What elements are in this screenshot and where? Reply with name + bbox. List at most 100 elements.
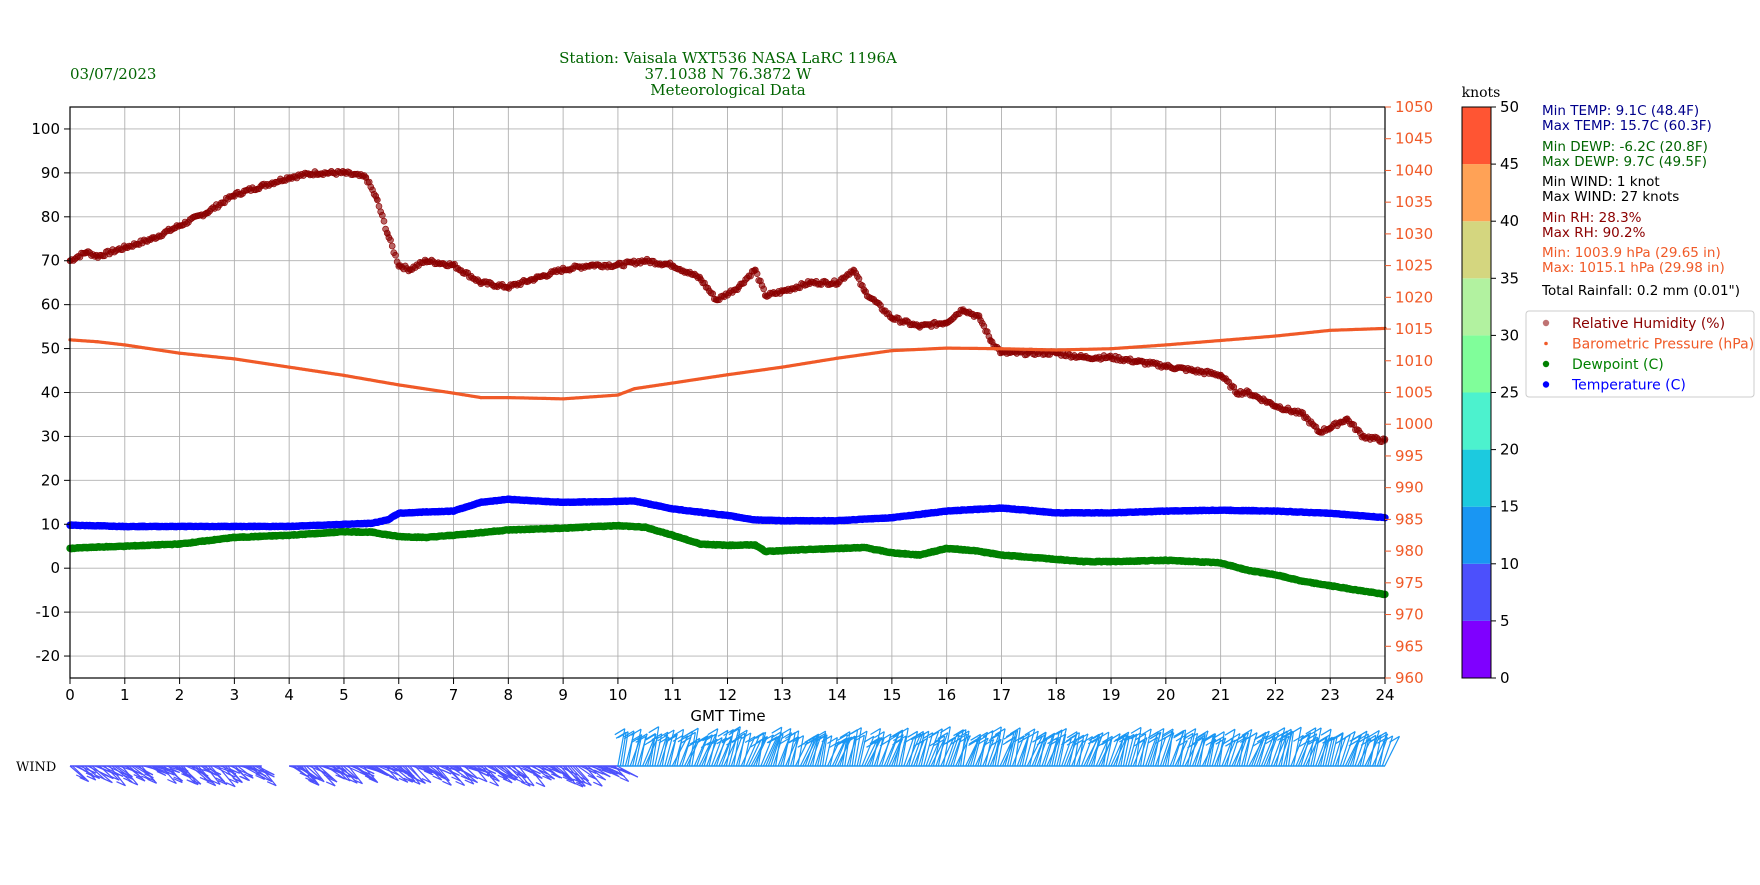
- data-point: [1300, 412, 1306, 418]
- data-point: [363, 174, 369, 180]
- data-point: [1244, 567, 1251, 574]
- data-point: [121, 543, 128, 550]
- data-point: [714, 297, 720, 303]
- data-point: [697, 540, 704, 547]
- data-point: [1354, 587, 1361, 594]
- data-point: [890, 349, 893, 352]
- data-point: [1135, 359, 1141, 365]
- data-point: [368, 529, 375, 536]
- data-point: [1080, 558, 1087, 565]
- data-point: [389, 243, 395, 249]
- data-point: [836, 357, 839, 360]
- data-point: [395, 533, 402, 540]
- data-point: [396, 262, 402, 268]
- data-point: [670, 262, 676, 268]
- data-point: [762, 548, 769, 555]
- data-point: [834, 280, 840, 286]
- data-point: [385, 231, 391, 237]
- data-point: [726, 373, 729, 376]
- data-point: [176, 540, 183, 547]
- data-point: [149, 236, 155, 242]
- data-point: [736, 284, 742, 290]
- data-point: [1327, 425, 1333, 431]
- data-point: [314, 170, 320, 176]
- data-point: [671, 381, 674, 384]
- data-point: [1190, 368, 1196, 374]
- data-point: [259, 183, 265, 189]
- data-point: [834, 545, 841, 552]
- data-point: [397, 383, 400, 386]
- data-point: [452, 392, 455, 395]
- data-point: [1218, 372, 1224, 378]
- data-point: [342, 374, 345, 377]
- data-point: [1053, 556, 1060, 563]
- data-point: [945, 347, 948, 350]
- data-point: [1344, 416, 1350, 422]
- data-point: [1316, 429, 1322, 435]
- data-point: [376, 203, 382, 209]
- data-point: [971, 547, 978, 554]
- data-point: [779, 547, 786, 554]
- title-subtitle: Meteorological Data: [650, 81, 806, 99]
- data-point: [862, 289, 868, 295]
- data-point: [669, 532, 676, 539]
- data-point: [1329, 329, 1332, 332]
- data-point: [616, 393, 619, 396]
- data-point: [615, 262, 621, 268]
- data-point: [1164, 343, 1167, 346]
- data-point: [1107, 558, 1114, 565]
- data-point: [393, 252, 399, 258]
- data-point: [407, 267, 413, 273]
- data-point: [642, 524, 649, 531]
- data-point: [763, 293, 769, 299]
- data-point: [977, 315, 983, 321]
- data-point: [94, 544, 101, 551]
- data-point: [123, 343, 126, 346]
- data-point: [916, 324, 922, 330]
- data-point: [560, 525, 567, 532]
- data-point: [1272, 571, 1279, 578]
- data-point: [999, 350, 1005, 356]
- data-point: [761, 286, 767, 292]
- data-point: [889, 315, 895, 321]
- data-point: [286, 532, 293, 539]
- data-point: [204, 209, 210, 215]
- data-point: [388, 237, 394, 243]
- data-point: [781, 366, 784, 369]
- data-point: [642, 258, 648, 264]
- data-point: [562, 397, 565, 400]
- data-point: [724, 542, 731, 549]
- date-label: 03/07/2023: [70, 65, 156, 83]
- data-point: [1299, 578, 1306, 585]
- data-point: [231, 534, 238, 541]
- data-point: [588, 262, 594, 268]
- data-point: [379, 212, 385, 218]
- data-point: [231, 192, 237, 198]
- data-point: [697, 275, 703, 281]
- data-point: [1219, 339, 1222, 342]
- data-point: [423, 534, 430, 541]
- data-point: [450, 532, 457, 539]
- data-point: [856, 276, 862, 282]
- data-point: [1217, 559, 1224, 566]
- data-point: [1163, 363, 1169, 369]
- data-point: [751, 541, 758, 548]
- data-point: [779, 289, 785, 295]
- data-point: [1272, 403, 1278, 409]
- data-point: [1108, 354, 1114, 360]
- data-point: [1360, 433, 1366, 439]
- data-point: [178, 352, 181, 355]
- data-point: [916, 551, 923, 558]
- data-point: [286, 174, 292, 180]
- data-point: [998, 551, 1005, 558]
- data-point: [288, 366, 291, 369]
- data-point: [752, 267, 758, 273]
- data-point: [944, 319, 950, 325]
- data-point: [94, 253, 100, 259]
- data-point: [1055, 348, 1058, 351]
- data-point: [478, 280, 484, 286]
- data-point: [888, 549, 895, 556]
- data-point: [1109, 347, 1112, 350]
